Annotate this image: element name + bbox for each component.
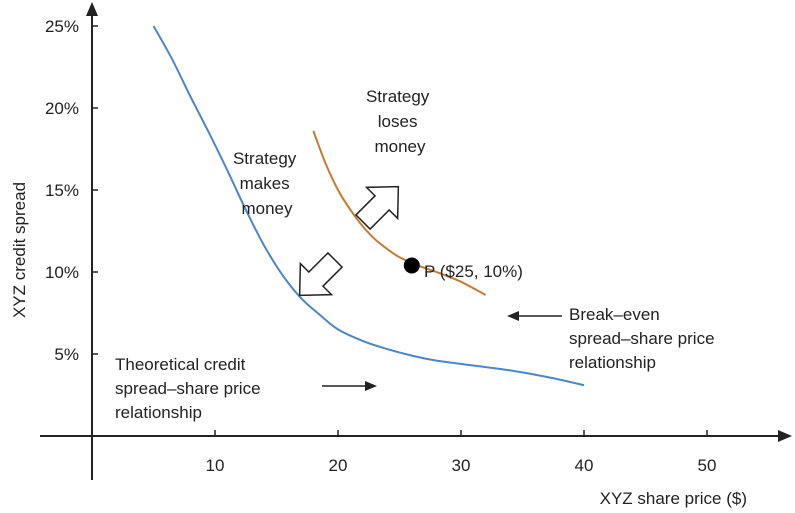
x-ticks: 10 20 30 40 50 xyxy=(206,430,717,475)
marker-point-p xyxy=(403,257,420,274)
y-axis-title: XYZ credit spread xyxy=(10,182,29,318)
x-tick-label: 10 xyxy=(206,456,225,475)
series-line-theoretical xyxy=(152,25,585,387)
y-ticks: 5% 10% 15% 20% 25% xyxy=(45,17,98,364)
y-tick-label: 10% xyxy=(45,263,79,282)
makes-money-arrow-icon xyxy=(298,251,344,297)
loses-money-arrow-icon xyxy=(354,185,400,231)
y-tick-label: 25% xyxy=(45,17,79,36)
theoretical-label: Theoretical credit spread–share price re… xyxy=(115,355,265,422)
x-axis-arrow xyxy=(778,430,792,442)
marker-point-label: P ($25, 10%) xyxy=(424,262,523,281)
y-tick-label: 5% xyxy=(54,345,79,364)
series-group xyxy=(152,25,585,387)
x-tick-label: 50 xyxy=(698,456,717,475)
makes-money-label: Strategy makes money xyxy=(233,149,301,218)
x-axis-title: XYZ share price ($) xyxy=(600,489,747,508)
y-tick-label: 15% xyxy=(45,181,79,200)
breakeven-pointer-head-icon xyxy=(507,311,519,321)
series-line-breakeven xyxy=(312,130,487,296)
x-tick-label: 40 xyxy=(575,456,594,475)
x-tick-label: 20 xyxy=(329,456,348,475)
y-axis-arrow xyxy=(86,2,98,16)
theoretical-pointer-head-icon xyxy=(365,381,377,391)
x-tick-label: 30 xyxy=(452,456,471,475)
y-tick-label: 20% xyxy=(45,99,79,118)
breakeven-label: Break–even spread–share price relationsh… xyxy=(569,305,719,372)
loses-money-label: Strategy loses money xyxy=(366,87,434,156)
